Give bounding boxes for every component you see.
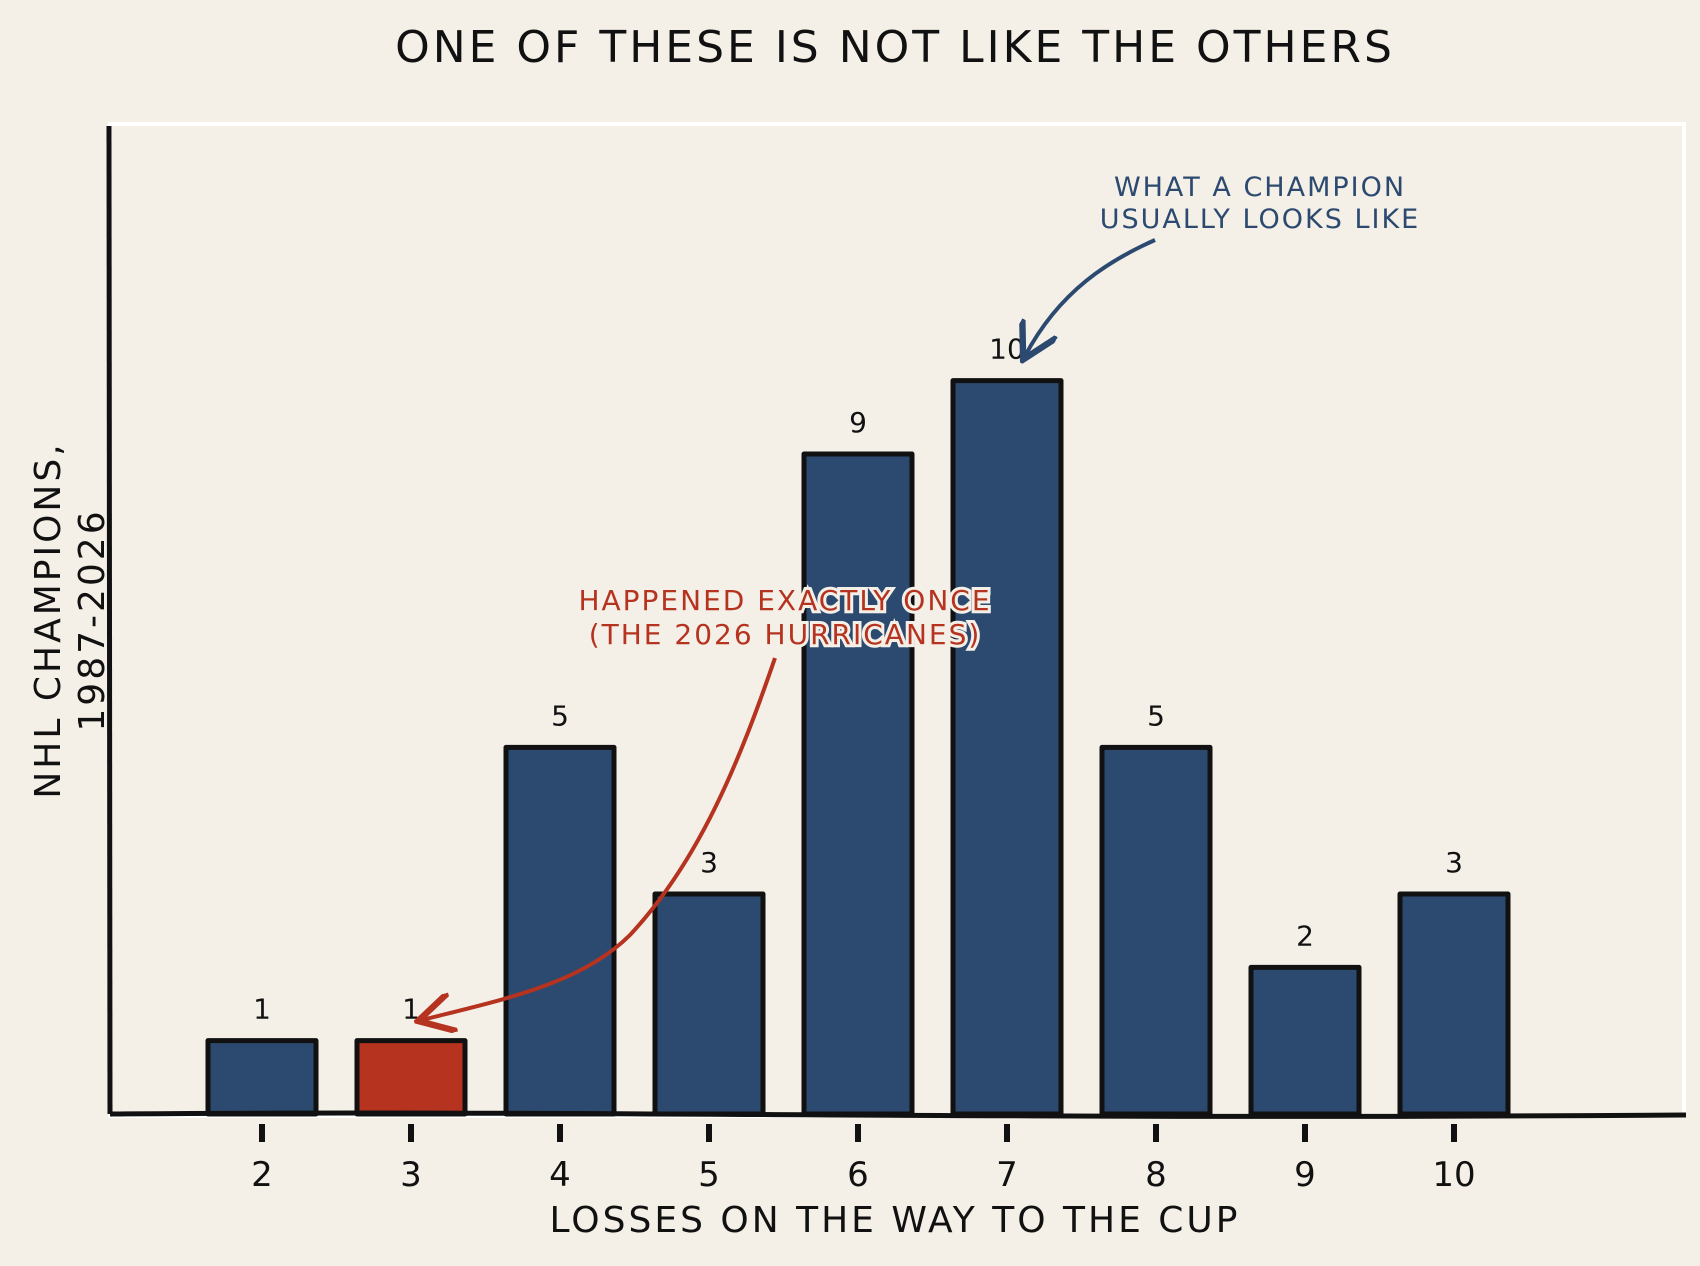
y-axis-label-line2: 1987-2026 — [72, 508, 113, 731]
bar-2 — [205, 1038, 319, 1117]
bar-10 — [1397, 891, 1511, 1117]
chart-title: ONE OF THESE IS NOT LIKE THE OTHERS — [395, 22, 1395, 73]
annotation-red-line2: (THE 2026 HURRICANES) — [589, 618, 982, 651]
annotation-blue-line2: USUALLY LOOKS LIKE — [1100, 204, 1421, 235]
y-axis-label-line1: NHL CHAMPIONS, — [28, 441, 69, 798]
bar-4 — [503, 744, 617, 1117]
bar-5 — [652, 891, 766, 1117]
value-label-3: 1 — [402, 993, 420, 1026]
x-ticks-group — [259, 1124, 1457, 1142]
x-tick-label-10: 10 — [1432, 1155, 1475, 1195]
annotation-red: HAPPENED EXACTLY ONCE (THE 2026 HURRICAN… — [422, 581, 993, 1020]
x-tick-label-2: 2 — [251, 1155, 273, 1195]
annotation-blue: WHAT A CHAMPION USUALLY LOOKS LIKE — [1025, 172, 1421, 356]
value-label-7: 10 — [989, 333, 1025, 366]
x-tick-labels-group: 2 3 4 5 6 7 8 9 10 — [251, 1155, 1475, 1195]
value-labels-group: 1 1 5 3 9 10 5 2 3 — [253, 333, 1463, 1026]
x-tick-label-8: 8 — [1145, 1155, 1167, 1195]
annotation-blue-arrow — [1025, 238, 1156, 356]
bar-8 — [1099, 744, 1213, 1117]
value-label-10: 3 — [1445, 846, 1463, 879]
y-axis-label: NHL CHAMPIONS,1987-2026 — [28, 441, 113, 798]
value-label-6: 9 — [849, 406, 867, 439]
value-label-4: 5 — [551, 699, 569, 732]
value-label-8: 5 — [1147, 699, 1165, 732]
value-label-9: 2 — [1296, 919, 1314, 952]
annotation-red-arrow — [422, 657, 777, 1020]
x-axis-line — [109, 1110, 1687, 1119]
x-tick-label-4: 4 — [549, 1155, 571, 1195]
annotation-red-line1: HAPPENED EXACTLY ONCE — [578, 584, 991, 617]
y-axis-line — [106, 125, 113, 1115]
bar-7 — [950, 378, 1064, 1117]
x-tick-label-9: 9 — [1294, 1155, 1316, 1195]
value-label-2: 1 — [253, 993, 271, 1026]
annotation-blue-line1: WHAT A CHAMPION — [1114, 172, 1406, 203]
x-tick-label-6: 6 — [847, 1155, 869, 1195]
bar-9 — [1248, 964, 1362, 1117]
x-tick-label-7: 7 — [996, 1155, 1018, 1195]
value-label-5: 3 — [700, 846, 718, 879]
bar-6 — [801, 451, 915, 1117]
x-axis-label: LOSSES ON THE WAY TO THE CUP — [550, 1200, 1241, 1241]
bar-3 — [354, 1038, 468, 1117]
x-tick-label-3: 3 — [400, 1155, 422, 1195]
x-tick-label-5: 5 — [698, 1155, 720, 1195]
